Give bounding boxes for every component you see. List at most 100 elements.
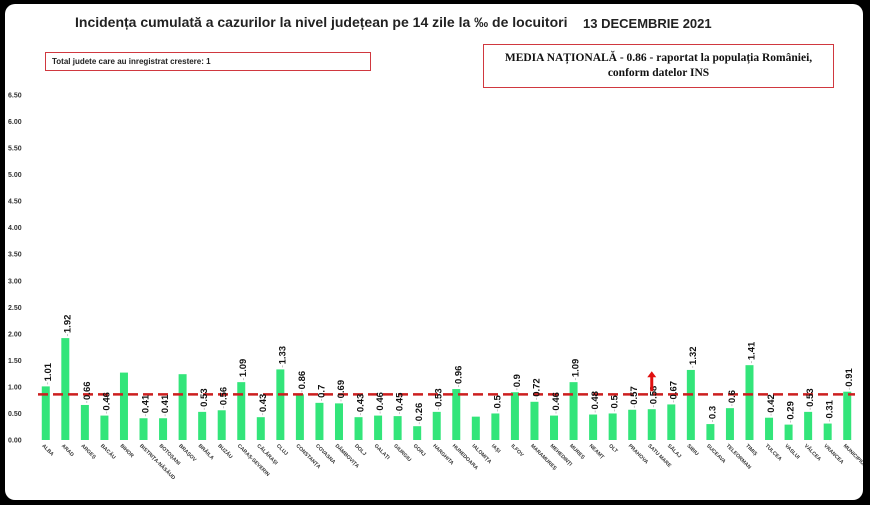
bar-VRANCEA [823, 423, 832, 440]
data-label: 0.45 [395, 392, 406, 411]
data-label: 0.53 [805, 388, 816, 407]
bar-DÂMBOVIȚA [334, 403, 343, 440]
bar-BRĂILA [198, 411, 207, 440]
y-tick-label: 0.50 [8, 411, 22, 418]
report-date: 13 DECEMBRIE 2021 [583, 16, 712, 31]
data-label: 0.72 [531, 378, 542, 397]
data-label: 0.3 [707, 406, 718, 419]
bar-MUNICIPIUL... [843, 391, 852, 440]
data-labels: 1.01 1.92 0.66 0.46 0.41 0.41 0.53 0.56 1.09 0.43… [43, 315, 855, 425]
bar-NEAMȚ [589, 414, 598, 440]
data-label: 1.09 [238, 359, 249, 378]
x-category-label: VASLUI [783, 443, 801, 461]
x-axis-labels: ALBA ARAD ARGEȘ BACĂU BIHOR BISTRIȚA-NĂSĂUDBO… [40, 442, 863, 481]
x-category-label: SĂLAJ [666, 442, 683, 459]
data-label: 1.33 [277, 346, 288, 365]
x-category-label: ILFOV [510, 443, 525, 458]
x-category-label: MUREȘ [568, 443, 586, 461]
y-tick-label: 5.00 [8, 172, 22, 179]
y-tick-label: 6.50 [8, 93, 22, 100]
bar-CLUJ [276, 369, 285, 440]
y-tick-label: 2.00 [8, 331, 22, 338]
data-label: 1.09 [571, 359, 582, 378]
data-label: 0.31 [825, 399, 836, 418]
x-category-label: CLUJ [275, 443, 289, 457]
x-category-label: BISTRIȚA-NĂSĂUD [138, 442, 177, 481]
x-category-label: SIBIU [685, 443, 699, 457]
bar-GORJ [413, 426, 422, 440]
data-label: 0.42 [766, 394, 777, 413]
bar-IALOMIȚA [471, 416, 480, 440]
bar-ALBA [41, 386, 50, 440]
data-label: 0.66 [82, 381, 93, 400]
bar-DOLJ [354, 417, 363, 440]
data-label: 0.41 [141, 394, 152, 413]
y-tick-label: 4.50 [8, 199, 22, 206]
data-label: 0.5 [610, 395, 621, 409]
data-label: 0.7 [316, 385, 327, 398]
bar-TULCEA [765, 417, 774, 440]
data-label: 0.41 [160, 394, 171, 413]
increase-count-box: Total judete care au inregistrat crester… [45, 52, 371, 71]
bar-SATU MARE [647, 409, 656, 440]
x-category-label: MUNICIPIUL... [842, 443, 863, 472]
y-tick-label: 4.00 [8, 225, 22, 232]
data-label: 0.5 [492, 395, 503, 409]
data-label: 0.9 [512, 374, 523, 387]
bar-BOTOȘANI [159, 418, 168, 440]
bar-chart: 0.00 0.50 1.00 1.50 2.00 2.50 3.00 3.50 4.00 4.50… [8, 93, 863, 482]
data-label: 1.92 [62, 315, 73, 334]
data-label: 0.56 [219, 387, 230, 406]
y-tick-label: 5.50 [8, 146, 22, 153]
y-tick-label: 6.00 [8, 119, 22, 126]
bar-IAȘI [491, 413, 500, 440]
data-label: 0.29 [786, 401, 797, 420]
data-label: 0.53 [434, 388, 445, 407]
data-label: 1.01 [43, 362, 54, 381]
bar-HUNEDOARA [452, 389, 461, 440]
data-label: 0.43 [258, 394, 269, 413]
x-category-label: GALAȚI [373, 443, 391, 461]
bar-SUCEAVA [706, 424, 715, 440]
x-category-label: VÂLCEA [803, 442, 823, 462]
bar-CONSTANȚA [295, 394, 304, 440]
data-label: 0.86 [297, 371, 308, 390]
chart-frame: Incidența cumulată a cazurilor la nivel … [5, 4, 863, 500]
x-category-label: BRĂILA [197, 442, 216, 461]
bar-CARAȘ-SEVERIN [237, 382, 246, 440]
data-label: 0.69 [336, 380, 347, 399]
increase-arrow-icon [647, 371, 657, 392]
bar-VASLUI [784, 424, 793, 440]
bar-BISTRIȚA-NĂSĂUD [139, 418, 148, 440]
x-category-label: DOLJ [353, 443, 367, 457]
y-tick-label: 1.00 [8, 384, 22, 391]
national-average-line2: conform datelor INS [607, 67, 710, 79]
x-category-label: ARAD [60, 443, 75, 458]
data-label: 1.41 [746, 341, 757, 360]
national-average-line1: MEDIA NAȚIONALĂ - 0.86 - raportat la pop… [504, 52, 813, 64]
data-label: 0.46 [551, 392, 562, 411]
bar-MUREȘ [569, 382, 578, 440]
bar-BUZĂU [217, 410, 226, 440]
data-label: 0.26 [414, 403, 425, 422]
bar-GIURGIU [393, 416, 402, 440]
data-label: 0.57 [629, 386, 640, 405]
bar-COVASNA [315, 402, 324, 440]
bar-MARAMUREȘ [530, 401, 539, 440]
data-label: 1.32 [688, 346, 699, 365]
chart-title: Incidența cumulată a cazurilor la nivel … [75, 14, 568, 30]
bar-ILFOV [510, 392, 519, 440]
data-label: 0.58 [649, 386, 660, 405]
bar-SĂLAJ [667, 404, 676, 440]
y-tick-label: 3.50 [8, 252, 22, 259]
data-label: 0.67 [668, 381, 679, 400]
bar-GALAȚI [374, 415, 383, 440]
data-label: 0.6 [727, 390, 738, 403]
national-average-box: MEDIA NAȚIONALĂ - 0.86 - raportat la pop… [483, 44, 834, 88]
data-label: 0.43 [356, 394, 367, 413]
x-category-label: NEAMȚ [588, 443, 606, 461]
bar-VÂLCEA [804, 411, 813, 440]
y-tick-label: 0.00 [8, 438, 22, 445]
bar-ARAD [61, 338, 70, 440]
data-label: 0.53 [199, 388, 210, 407]
